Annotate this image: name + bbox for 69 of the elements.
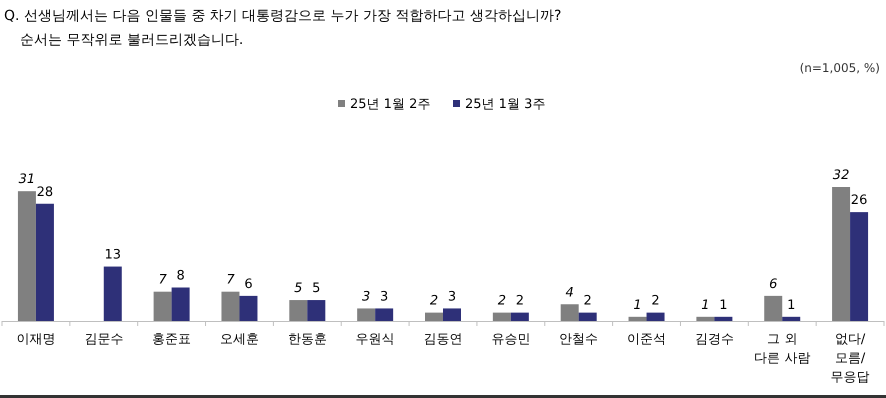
bar: [696, 316, 714, 321]
bar: [510, 312, 529, 321]
data-label: 32: [832, 168, 850, 183]
data-label: 13: [104, 248, 122, 263]
data-label: 1: [719, 298, 728, 313]
bar: [36, 204, 54, 321]
bar: [172, 288, 190, 321]
bar: [443, 308, 461, 321]
data-label: 6: [244, 276, 253, 292]
data-label: 6: [769, 276, 778, 292]
bar: [307, 300, 326, 321]
chart-subtitle: 순서는 무작위로 불러드리겠습니다.: [20, 32, 244, 48]
x-tick-label: 김문수: [84, 332, 124, 347]
x-tick-label: 김동연: [424, 332, 462, 347]
bar: [425, 312, 443, 321]
bar: [375, 308, 394, 321]
data-label: 28: [36, 184, 54, 200]
legend-label: 25년 1월 3주: [465, 97, 546, 112]
bar: [560, 304, 579, 321]
bar: [289, 300, 308, 321]
x-tick-label: 한동훈: [288, 332, 327, 347]
data-label: 7: [226, 272, 236, 288]
data-label: 4: [566, 285, 574, 300]
data-label: 2: [516, 294, 524, 309]
bar: [628, 316, 647, 321]
data-label: 2: [430, 294, 438, 309]
data-label: 5: [312, 281, 320, 296]
bar: [357, 308, 376, 321]
plot: 31 7 7 5 3 2 2 4 1 1 6 32 28 13 8 6 5 3 3 2 2 2 1 1 26 이재명 김문수 홍준표 오세훈 한동훈 우원식 김동연 유승민 안철수 이준석 김경수 그 외 다른 사람 없다/모름/무응답: [2, 168, 884, 385]
x-tick-label: 없다/모름/무응답: [830, 332, 870, 385]
data-label: 1: [787, 298, 796, 313]
x-tick-label: 홍준표: [152, 332, 192, 347]
bar: [221, 292, 240, 321]
chart-title: Q. 선생님께서는 다음 인물들 중 차기 대통령감으로 누가 가장 적합하다고 생각하십니까?: [4, 8, 562, 24]
text: (n=1,005, %): [800, 61, 880, 75]
data-label: 5: [294, 281, 302, 296]
bar: [714, 316, 732, 321]
data-label: 3: [362, 289, 370, 304]
data-label: 3: [448, 289, 456, 304]
x-tick-label: 이재명: [16, 332, 56, 347]
bar: [850, 212, 868, 321]
data-label: 1: [633, 298, 642, 313]
bar: [782, 316, 800, 321]
data-label: 2: [651, 294, 660, 309]
bar: [104, 266, 122, 321]
x-tick-label: 이준석: [627, 332, 666, 347]
data-label: 2: [584, 294, 592, 309]
x-tick-label: 안철수: [559, 332, 598, 347]
bar: [764, 296, 782, 321]
data-label: 26: [850, 193, 868, 208]
bar: [646, 312, 665, 321]
x-tick-label: 그 외 다른 사람: [754, 332, 810, 366]
bar: [154, 292, 172, 321]
data-label: 31: [18, 172, 36, 188]
x-tick-label: 우원식: [356, 332, 395, 347]
data-label: 2: [498, 294, 506, 309]
x-tick-label: 김경수: [694, 332, 734, 347]
data-label: 7: [158, 272, 168, 288]
data-label: 1: [701, 298, 710, 313]
bar: [832, 187, 850, 321]
data-label: 3: [380, 289, 388, 304]
data-label: 8: [176, 268, 185, 284]
bar: [239, 296, 258, 321]
legend-label: 25년 1월 2주: [350, 97, 430, 112]
bar: [18, 191, 36, 321]
bar: [578, 312, 597, 321]
bar: [492, 312, 511, 321]
x-tick-label: 유승민: [491, 332, 530, 347]
x-tick-label: 오세훈: [220, 332, 259, 347]
